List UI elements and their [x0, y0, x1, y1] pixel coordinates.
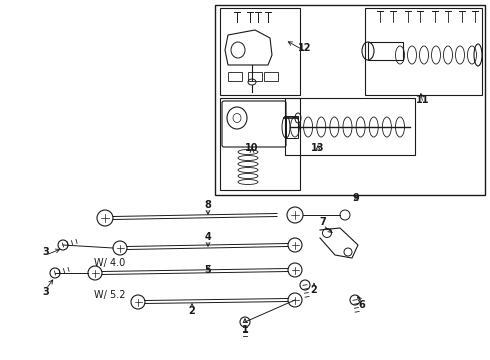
Text: 10: 10: [245, 143, 259, 153]
Bar: [220, 98, 300, 190]
Text: 11: 11: [416, 95, 430, 105]
Text: 9: 9: [353, 193, 359, 203]
Bar: [264, 72, 278, 81]
Text: W/ 4.0: W/ 4.0: [95, 258, 125, 268]
Text: 2: 2: [311, 285, 318, 295]
Text: 2: 2: [189, 306, 196, 316]
Text: 4: 4: [205, 232, 211, 242]
Bar: [228, 72, 242, 81]
Text: 6: 6: [359, 300, 366, 310]
Text: W/ 5.2: W/ 5.2: [94, 290, 126, 300]
Text: 7: 7: [319, 217, 326, 227]
Bar: [220, 8, 300, 95]
Bar: [285, 98, 415, 155]
Text: 1: 1: [242, 325, 248, 335]
Text: 5: 5: [205, 265, 211, 275]
Bar: [286, 116, 298, 138]
Text: 3: 3: [43, 287, 49, 297]
Text: 8: 8: [204, 200, 212, 210]
Text: 12: 12: [298, 43, 312, 53]
Bar: [215, 5, 485, 195]
Bar: [368, 42, 403, 60]
Bar: [248, 72, 262, 81]
Text: 13: 13: [311, 143, 325, 153]
Bar: [365, 8, 482, 95]
Text: 3: 3: [43, 247, 49, 257]
